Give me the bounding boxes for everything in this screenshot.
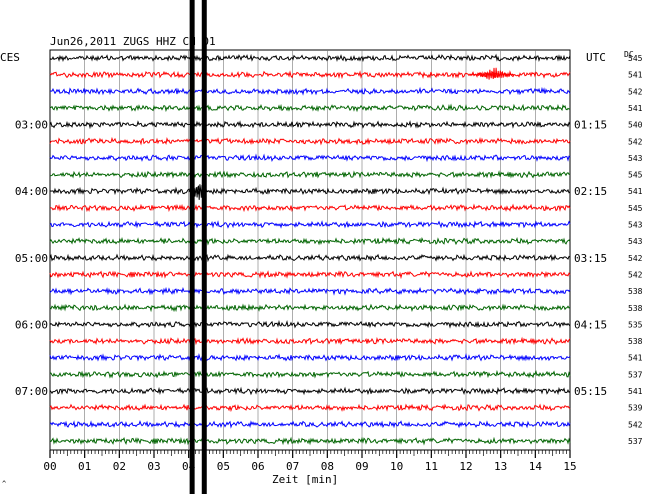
marker-bar-0: [189, 0, 195, 494]
trace-row-10: [49, 220, 571, 229]
trace-row-2: [49, 86, 571, 96]
left-time-label: 04:00: [15, 185, 48, 198]
x-axis-title: Zeit [min]: [272, 473, 338, 486]
left-time-label: 05:00: [15, 252, 48, 265]
dc-value-label: 539: [628, 404, 643, 413]
trace-row-19: [49, 369, 571, 379]
dc-value-label: 542: [628, 87, 643, 96]
dc-value-label: 543: [628, 221, 643, 230]
dc-value-label: 541: [628, 71, 643, 80]
x-tick-label: 09: [355, 460, 368, 473]
x-tick-label: 02: [113, 460, 126, 473]
x-tick-label: 08: [321, 460, 334, 473]
right-timezone-label: UTC: [586, 51, 606, 64]
x-tick-label: 05: [217, 460, 230, 473]
event-group: [188, 67, 515, 200]
x-axis: 00 01 02 03 04 05 06 07 08 09 10 11 12 13 14 15: [43, 450, 577, 473]
dc-value-labels: 545 541 542 541 540 542 543 545 541 545 543 543 542 5…: [628, 54, 643, 446]
dc-header-label: DC: [624, 50, 634, 59]
trace-row-5: [49, 136, 571, 146]
x-tick-label: 03: [147, 460, 160, 473]
left-time-labels: 03:00 04:00 05:00 06:00 07:00: [15, 119, 48, 398]
trace-row-16: [49, 319, 571, 329]
dc-value-label: 541: [628, 354, 643, 363]
dc-value-label: 537: [628, 370, 643, 379]
x-tick-label: 01: [78, 460, 91, 473]
trace-row-3: [49, 103, 571, 113]
trace-row-4: [49, 120, 571, 130]
trace-row-23: [49, 436, 571, 446]
plot-frame: [49, 49, 571, 451]
x-tick-label: 14: [529, 460, 543, 473]
right-time-label: 02:15: [574, 185, 607, 198]
dc-value-label: 541: [628, 387, 643, 396]
dc-value-label: 543: [628, 237, 643, 246]
dc-value-label: 542: [628, 420, 643, 429]
marker-bars: [189, 0, 207, 494]
x-tick-label: 12: [459, 460, 472, 473]
right-time-label: 05:15: [574, 385, 607, 398]
x-tick-label: 11: [425, 460, 438, 473]
marker-bar-1: [201, 0, 207, 494]
x-tick-label: 04: [182, 460, 196, 473]
trace-row-13: [49, 270, 571, 280]
x-tick-label: 00: [43, 460, 56, 473]
trace-row-0: [49, 53, 571, 63]
dc-value-label: 540: [628, 121, 643, 130]
x-tick-label: 06: [251, 460, 264, 473]
x-tick-label: 15: [563, 460, 576, 473]
dc-value-label: 545: [628, 54, 643, 63]
dc-value-label: 542: [628, 254, 643, 263]
trace-row-8: [49, 186, 571, 196]
trace-row-11: [49, 236, 571, 246]
left-timezone-label: CES: [0, 51, 20, 64]
dc-value-label: 541: [628, 104, 643, 113]
dc-value-label: 535: [628, 320, 643, 329]
dc-value-label: 537: [628, 437, 643, 446]
trace-row-12: [49, 253, 571, 263]
dc-value-label: 542: [628, 137, 643, 146]
right-time-label: 01:15: [574, 119, 607, 132]
event-burst-0: [469, 67, 515, 80]
right-time-labels: 01:15 02:15 03:15 04:15 05:15: [574, 119, 607, 398]
dc-value-label: 541: [628, 187, 643, 196]
trace-row-20: [49, 386, 571, 396]
right-time-label: 04:15: [574, 318, 607, 331]
dc-value-label: 545: [628, 204, 643, 213]
dc-value-label: 543: [628, 154, 643, 163]
left-time-label: 03:00: [15, 119, 48, 132]
dc-value-label: 538: [628, 337, 643, 346]
corner-mark: ^: [2, 480, 6, 488]
header-title: Jun26,2011 ZUGS HHZ CH 01: [50, 35, 216, 48]
dc-value-label: 538: [628, 287, 643, 296]
x-tick-label: 07: [286, 460, 299, 473]
grid-lines: [49, 49, 571, 451]
trace-row-7: [49, 170, 571, 179]
trace-group: [49, 53, 571, 446]
trace-row-14: [49, 286, 571, 296]
trace-row-18: [49, 353, 571, 362]
right-time-label: 03:15: [574, 252, 607, 265]
left-time-label: 07:00: [15, 385, 48, 398]
x-tick-label: 13: [494, 460, 507, 473]
dc-value-label: 542: [628, 270, 643, 279]
dc-value-label: 545: [628, 171, 643, 180]
trace-row-15: [49, 303, 571, 313]
trace-row-17: [49, 336, 571, 346]
trace-row-21: [49, 403, 571, 413]
x-tick-label: 10: [390, 460, 403, 473]
trace-row-9: [49, 203, 571, 213]
trace-row-6: [49, 153, 571, 163]
left-time-label: 06:00: [15, 318, 48, 331]
trace-row-22: [49, 420, 571, 429]
dc-value-label: 538: [628, 304, 643, 313]
